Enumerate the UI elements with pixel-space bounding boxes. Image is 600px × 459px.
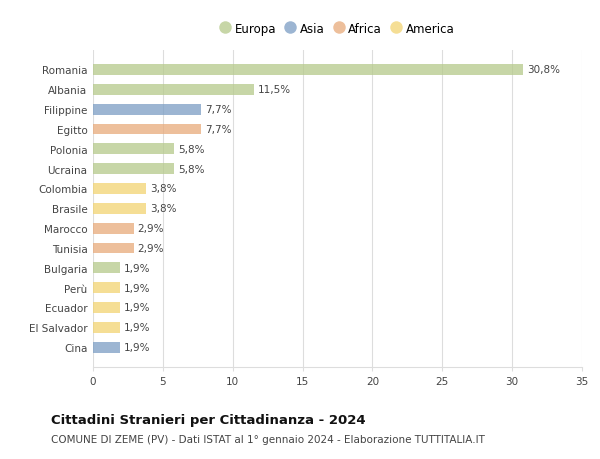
Bar — [93, 65, 523, 76]
Text: 11,5%: 11,5% — [258, 85, 291, 95]
Text: 2,9%: 2,9% — [138, 243, 164, 253]
Bar — [93, 283, 119, 293]
Bar — [93, 342, 119, 353]
Text: 3,8%: 3,8% — [150, 184, 177, 194]
Bar — [93, 144, 174, 155]
Text: 1,9%: 1,9% — [124, 283, 150, 293]
Text: 1,9%: 1,9% — [124, 342, 150, 353]
Text: Cittadini Stranieri per Cittadinanza - 2024: Cittadini Stranieri per Cittadinanza - 2… — [51, 413, 365, 426]
Text: 1,9%: 1,9% — [124, 303, 150, 313]
Bar — [93, 203, 146, 214]
Bar — [93, 84, 254, 95]
Bar — [93, 223, 134, 234]
Legend: Europa, Asia, Africa, America: Europa, Asia, Africa, America — [216, 18, 459, 41]
Text: 1,9%: 1,9% — [124, 323, 150, 333]
Bar — [93, 322, 119, 333]
Text: 2,9%: 2,9% — [138, 224, 164, 234]
Bar — [93, 302, 119, 313]
Text: 30,8%: 30,8% — [527, 65, 560, 75]
Bar — [93, 105, 200, 115]
Bar — [93, 184, 146, 195]
Bar — [93, 243, 134, 254]
Text: 1,9%: 1,9% — [124, 263, 150, 273]
Text: 5,8%: 5,8% — [178, 164, 205, 174]
Text: COMUNE DI ZEME (PV) - Dati ISTAT al 1° gennaio 2024 - Elaborazione TUTTITALIA.IT: COMUNE DI ZEME (PV) - Dati ISTAT al 1° g… — [51, 434, 485, 444]
Text: 5,8%: 5,8% — [178, 145, 205, 155]
Text: 7,7%: 7,7% — [205, 105, 231, 115]
Text: 7,7%: 7,7% — [205, 125, 231, 134]
Bar — [93, 164, 174, 175]
Bar — [93, 124, 200, 135]
Bar — [93, 263, 119, 274]
Text: 3,8%: 3,8% — [150, 204, 177, 214]
